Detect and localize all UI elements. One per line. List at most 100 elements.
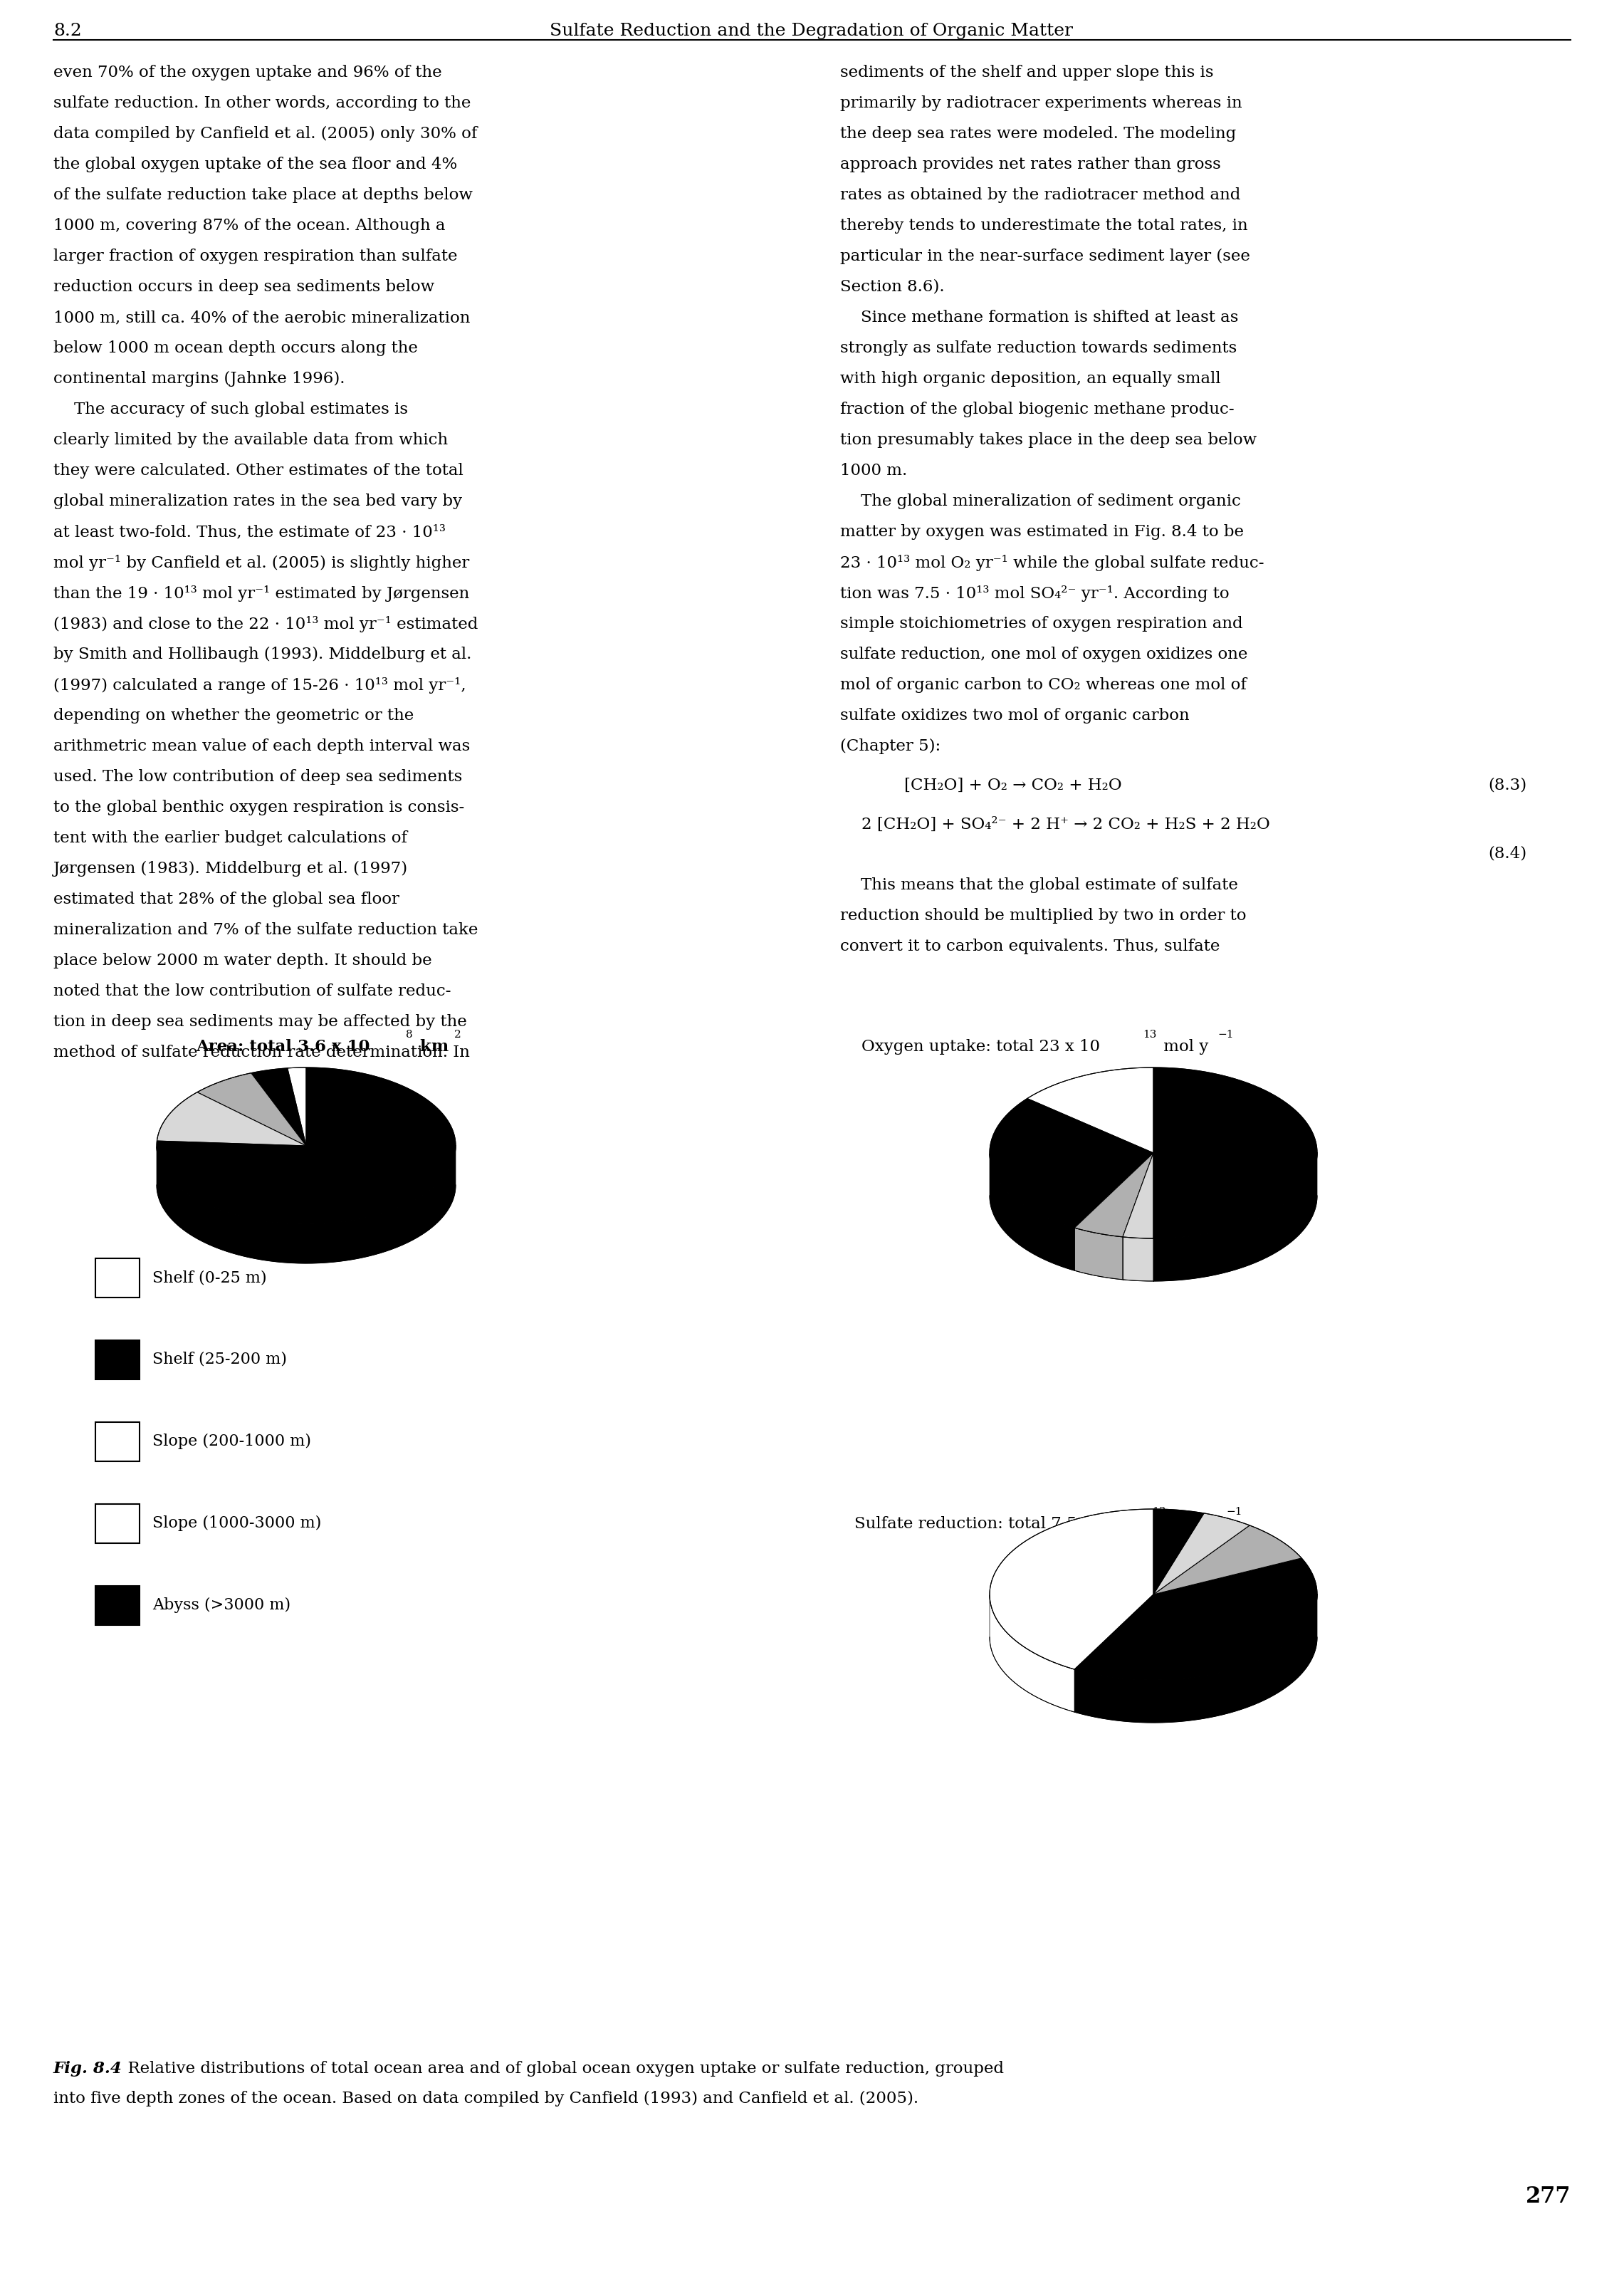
Text: km: km xyxy=(414,1040,448,1054)
Text: below 1000 m ocean depth occurs along the: below 1000 m ocean depth occurs along th… xyxy=(54,341,417,357)
Text: −1: −1 xyxy=(1226,1508,1242,1517)
Polygon shape xyxy=(989,1508,1153,1669)
Bar xyxy=(96,1340,140,1378)
Polygon shape xyxy=(1153,1508,1203,1594)
Text: mol yr⁻¹ by Canfield et al. (2005) is slightly higher: mol yr⁻¹ by Canfield et al. (2005) is sl… xyxy=(54,554,469,570)
Text: (1983) and close to the 22 · 10¹³ mol yr⁻¹ estimated: (1983) and close to the 22 · 10¹³ mol yr… xyxy=(54,615,477,631)
Text: mol y: mol y xyxy=(1168,1517,1218,1533)
Polygon shape xyxy=(156,1067,456,1224)
Text: 2 [CH₂O] + SO₄²⁻ + 2 H⁺ → 2 CO₂ + H₂S + 2 H₂O: 2 [CH₂O] + SO₄²⁻ + 2 H⁺ → 2 CO₂ + H₂S + … xyxy=(861,818,1270,833)
Text: primarily by radiotracer experiments whereas in: primarily by radiotracer experiments whe… xyxy=(840,95,1242,111)
Text: 23 · 10¹³ mol O₂ yr⁻¹ while the global sulfate reduc-: 23 · 10¹³ mol O₂ yr⁻¹ while the global s… xyxy=(840,554,1263,570)
Text: Section 8.6).: Section 8.6). xyxy=(840,279,945,295)
Text: (8.3): (8.3) xyxy=(1488,777,1527,793)
Text: even 70% of the oxygen uptake and 96% of the: even 70% of the oxygen uptake and 96% of… xyxy=(54,66,442,79)
Text: global mineralization rates in the sea bed vary by: global mineralization rates in the sea b… xyxy=(54,493,463,509)
Text: sulfate reduction. In other words, according to the: sulfate reduction. In other words, accor… xyxy=(54,95,471,111)
Polygon shape xyxy=(1153,1526,1301,1594)
Polygon shape xyxy=(1122,1154,1153,1238)
Bar xyxy=(96,1258,140,1297)
Polygon shape xyxy=(158,1092,307,1147)
Text: tion presumably takes place in the deep sea below: tion presumably takes place in the deep … xyxy=(840,431,1257,447)
Text: to the global benthic oxygen respiration is consis-: to the global benthic oxygen respiration… xyxy=(54,799,464,815)
Text: mineralization and 7% of the sulfate reduction take: mineralization and 7% of the sulfate red… xyxy=(54,922,477,938)
Bar xyxy=(96,1422,140,1460)
Polygon shape xyxy=(1075,1558,1317,1681)
Text: The accuracy of such global estimates is: The accuracy of such global estimates is xyxy=(54,402,408,418)
Text: simple stoichiometries of oxygen respiration and: simple stoichiometries of oxygen respira… xyxy=(840,615,1242,631)
Text: −1: −1 xyxy=(1218,1029,1234,1040)
Text: sulfate oxidizes two mol of organic carbon: sulfate oxidizes two mol of organic carb… xyxy=(840,709,1189,724)
Polygon shape xyxy=(1122,1238,1153,1281)
Text: reduction should be multiplied by two in order to: reduction should be multiplied by two in… xyxy=(840,908,1246,924)
Text: depending on whether the geometric or the: depending on whether the geometric or th… xyxy=(54,709,414,724)
Text: Sulfate reduction: total 7.5 x 10: Sulfate reduction: total 7.5 x 10 xyxy=(854,1517,1117,1533)
Text: tion was 7.5 · 10¹³ mol SO₄²⁻ yr⁻¹. According to: tion was 7.5 · 10¹³ mol SO₄²⁻ yr⁻¹. Acco… xyxy=(840,586,1229,602)
Text: clearly limited by the available data from which: clearly limited by the available data fr… xyxy=(54,431,448,447)
Polygon shape xyxy=(1153,1067,1317,1238)
Polygon shape xyxy=(1075,1594,1317,1724)
Text: Slope (1000-3000 m): Slope (1000-3000 m) xyxy=(153,1515,322,1531)
Text: (Chapter 5):: (Chapter 5): xyxy=(840,738,940,754)
Polygon shape xyxy=(252,1067,307,1147)
Bar xyxy=(96,1503,140,1542)
Text: mol y: mol y xyxy=(1158,1040,1208,1054)
Text: Since methane formation is shifted at least as: Since methane formation is shifted at le… xyxy=(840,309,1239,325)
Text: Slope (200-1000 m): Slope (200-1000 m) xyxy=(153,1433,312,1449)
Polygon shape xyxy=(1028,1067,1153,1154)
Text: by Smith and Hollibaugh (1993). Middelburg et al.: by Smith and Hollibaugh (1993). Middelbu… xyxy=(54,647,471,663)
Text: approach provides net rates rather than gross: approach provides net rates rather than … xyxy=(840,157,1221,173)
Text: mol of organic carbon to CO₂ whereas one mol of: mol of organic carbon to CO₂ whereas one… xyxy=(840,677,1247,693)
Text: than the 19 · 10¹³ mol yr⁻¹ estimated by Jørgensen: than the 19 · 10¹³ mol yr⁻¹ estimated by… xyxy=(54,586,469,602)
Text: 1000 m, covering 87% of the ocean. Although a: 1000 m, covering 87% of the ocean. Altho… xyxy=(54,218,445,234)
Text: rates as obtained by the radiotracer method and: rates as obtained by the radiotracer met… xyxy=(840,186,1241,202)
Text: matter by oxygen was estimated in Fig. 8.4 to be: matter by oxygen was estimated in Fig. 8… xyxy=(840,525,1244,540)
Text: particular in the near-surface sediment layer (see: particular in the near-surface sediment … xyxy=(840,248,1250,263)
Text: tent with the earlier budget calculations of: tent with the earlier budget calculation… xyxy=(54,831,408,847)
Text: estimated that 28% of the global sea floor: estimated that 28% of the global sea flo… xyxy=(54,893,400,906)
Text: convert it to carbon equivalents. Thus, sulfate: convert it to carbon equivalents. Thus, … xyxy=(840,938,1220,954)
Text: thereby tends to underestimate the total rates, in: thereby tends to underestimate the total… xyxy=(840,218,1247,234)
Text: (1997) calculated a range of 15-26 · 10¹³ mol yr⁻¹,: (1997) calculated a range of 15-26 · 10¹… xyxy=(54,677,466,693)
Text: they were calculated. Other estimates of the total: they were calculated. Other estimates of… xyxy=(54,463,463,479)
Text: Jørgensen (1983). Middelburg et al. (1997): Jørgensen (1983). Middelburg et al. (199… xyxy=(54,861,408,877)
Text: sediments of the shelf and upper slope this is: sediments of the shelf and upper slope t… xyxy=(840,66,1213,79)
Polygon shape xyxy=(156,1147,456,1263)
Polygon shape xyxy=(1153,1154,1317,1281)
Text: arithmetric mean value of each depth interval was: arithmetric mean value of each depth int… xyxy=(54,738,469,754)
Text: the deep sea rates were modeled. The modeling: the deep sea rates were modeled. The mod… xyxy=(840,127,1236,141)
Text: The global mineralization of sediment organic: The global mineralization of sediment or… xyxy=(840,493,1241,509)
Text: continental margins (Jahnke 1996).: continental margins (Jahnke 1996). xyxy=(54,370,344,386)
Text: reduction occurs in deep sea sediments below: reduction occurs in deep sea sediments b… xyxy=(54,279,434,295)
Text: 8: 8 xyxy=(406,1029,412,1040)
Text: 1000 m.: 1000 m. xyxy=(840,463,908,479)
Text: 13: 13 xyxy=(1143,1029,1156,1040)
Polygon shape xyxy=(989,1099,1153,1229)
Polygon shape xyxy=(989,1154,1075,1269)
Bar xyxy=(96,1585,140,1624)
Text: Shelf (0-25 m): Shelf (0-25 m) xyxy=(153,1269,266,1285)
Text: This means that the global estimate of sulfate: This means that the global estimate of s… xyxy=(840,877,1237,893)
Text: Shelf (25-200 m): Shelf (25-200 m) xyxy=(153,1351,287,1367)
Polygon shape xyxy=(1075,1154,1153,1238)
Text: used. The low contribution of deep sea sediments: used. The low contribution of deep sea s… xyxy=(54,770,463,786)
Text: 277: 277 xyxy=(1525,2185,1570,2207)
Text: data compiled by Canfield et al. (2005) only 30% of: data compiled by Canfield et al. (2005) … xyxy=(54,127,477,141)
Text: 2: 2 xyxy=(455,1029,461,1040)
Polygon shape xyxy=(1075,1229,1122,1279)
Text: Relative distributions of total ocean area and of global ocean oxygen uptake or : Relative distributions of total ocean ar… xyxy=(117,2060,1004,2076)
Text: fraction of the global biogenic methane produc-: fraction of the global biogenic methane … xyxy=(840,402,1234,418)
Text: with high organic deposition, an equally small: with high organic deposition, an equally… xyxy=(840,370,1221,386)
Text: larger fraction of oxygen respiration than sulfate: larger fraction of oxygen respiration th… xyxy=(54,248,458,263)
Text: sulfate reduction, one mol of oxygen oxidizes one: sulfate reduction, one mol of oxygen oxi… xyxy=(840,647,1247,663)
Text: Area: total 3.6 x 10: Area: total 3.6 x 10 xyxy=(197,1040,370,1054)
Text: into five depth zones of the ocean. Based on data compiled by Canfield (1993) an: into five depth zones of the ocean. Base… xyxy=(54,2092,919,2107)
Text: Fig. 8.4: Fig. 8.4 xyxy=(54,2060,122,2076)
Polygon shape xyxy=(287,1067,307,1147)
Text: at least two-fold. Thus, the estimate of 23 · 10¹³: at least two-fold. Thus, the estimate of… xyxy=(54,525,445,540)
Text: place below 2000 m water depth. It should be: place below 2000 m water depth. It shoul… xyxy=(54,954,432,967)
Text: Abyss (>3000 m): Abyss (>3000 m) xyxy=(153,1597,291,1612)
Text: method of sulfate reduction rate determination. In: method of sulfate reduction rate determi… xyxy=(54,1045,469,1061)
Polygon shape xyxy=(197,1072,307,1147)
Text: Oxygen uptake: total 23 x 10: Oxygen uptake: total 23 x 10 xyxy=(861,1040,1099,1054)
